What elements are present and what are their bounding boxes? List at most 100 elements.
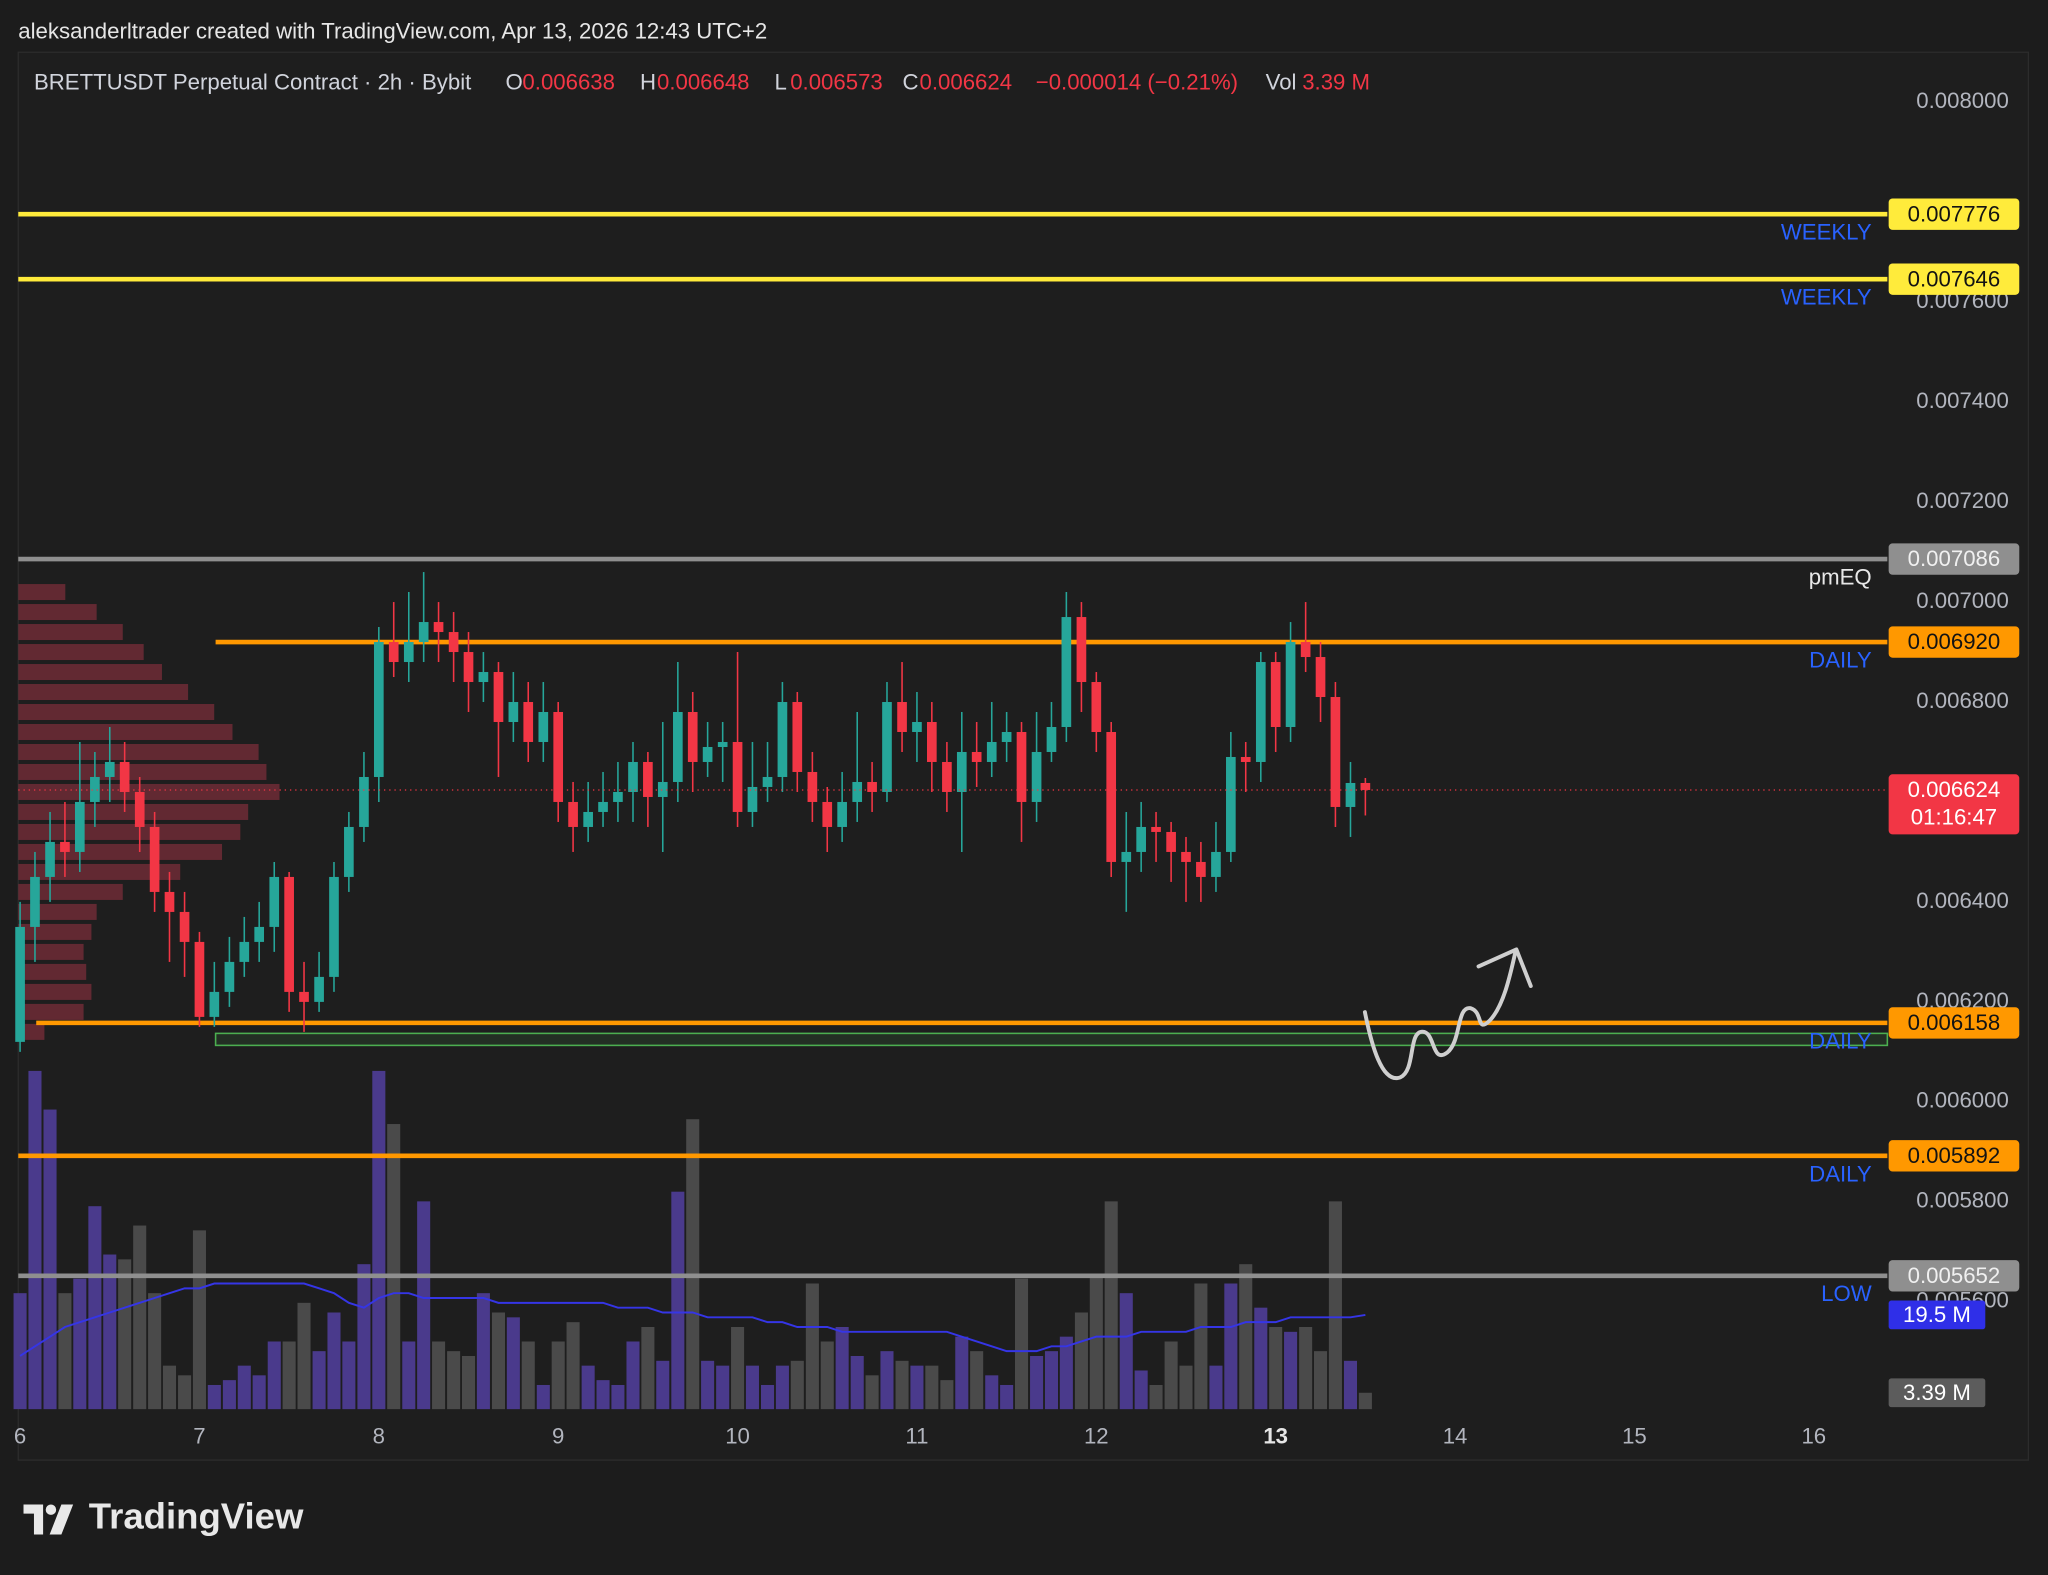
level-price-label: 0.006158 xyxy=(1908,1010,2001,1035)
candle-body xyxy=(1270,662,1281,727)
volume-bar xyxy=(447,1351,461,1410)
volume-profile-bar xyxy=(18,584,66,601)
volume-bar xyxy=(491,1312,505,1410)
candle-body xyxy=(254,926,265,942)
candle-body xyxy=(194,941,205,1017)
plot: WEEKLY WEEKLY pmEQ DAILY DAILY DAILY LOW 0.0080… xyxy=(13,88,2020,1449)
x-tick-label: 9 xyxy=(552,1424,564,1449)
candle-body xyxy=(209,991,220,1017)
volume-bar xyxy=(252,1375,266,1410)
candle-body xyxy=(897,702,907,732)
candle-body xyxy=(1226,756,1236,852)
volume-bar xyxy=(342,1341,356,1410)
volume-bar xyxy=(1044,1351,1059,1410)
volume-bar xyxy=(192,1230,206,1410)
volume-last-label: 3.39 M xyxy=(1903,1380,1971,1405)
candle-body xyxy=(239,941,250,962)
volume-profile-bar xyxy=(18,723,233,740)
volume-bar xyxy=(222,1380,236,1410)
candle-body xyxy=(553,712,564,802)
volume-profile-bar xyxy=(18,704,215,721)
legend-key: O xyxy=(505,69,522,94)
x-tick-label: 10 xyxy=(725,1424,750,1449)
candle-body xyxy=(284,876,294,992)
candle-body xyxy=(508,702,519,722)
legend-key: Vol xyxy=(1266,69,1297,94)
volume-profile-bar xyxy=(18,923,92,940)
candle-body xyxy=(1091,682,1102,732)
candle-body xyxy=(224,961,235,992)
candle-body xyxy=(314,976,324,1002)
candle-body xyxy=(1285,642,1296,727)
candle-body xyxy=(1240,756,1251,762)
volume-bar xyxy=(432,1341,446,1410)
volume-bar xyxy=(1014,1278,1029,1410)
volume-profile-bar xyxy=(18,763,267,780)
candle-body xyxy=(90,776,100,802)
candle-body xyxy=(104,761,115,777)
level-price-label: 0.005892 xyxy=(1908,1143,2001,1168)
level-price-label: 0.006920 xyxy=(1908,629,2001,654)
y-tick-label: 0.008000 xyxy=(1916,88,2009,113)
volume-bar xyxy=(506,1317,520,1410)
candle-body xyxy=(1031,751,1042,802)
volume-bar xyxy=(162,1365,177,1410)
candle-body xyxy=(657,781,668,797)
volume-bar xyxy=(297,1302,311,1410)
volume-bar xyxy=(955,1336,969,1410)
candle-body xyxy=(643,761,653,797)
candle-body xyxy=(792,702,803,772)
candle-body xyxy=(373,642,384,777)
volume-bar xyxy=(895,1360,909,1410)
volume-bar xyxy=(985,1375,999,1410)
volume-bar xyxy=(1209,1365,1223,1410)
candle-body xyxy=(747,786,758,812)
volume-bar xyxy=(267,1341,281,1410)
logo xyxy=(23,1504,74,1535)
candle-body xyxy=(448,632,459,653)
candle-body xyxy=(926,721,937,762)
candle-body xyxy=(344,826,354,877)
y-tick-label: 0.006400 xyxy=(1916,888,2009,913)
level-name: DAILY xyxy=(1809,1161,1872,1186)
annotation-arrow xyxy=(1362,947,1533,1081)
level-name: DAILY xyxy=(1809,1028,1872,1053)
candle-body xyxy=(1136,826,1146,852)
volume-ma-box xyxy=(1888,1300,1986,1330)
volume-bar xyxy=(686,1119,700,1410)
volume-bar xyxy=(13,1293,27,1410)
volume-profile-bar xyxy=(18,684,189,701)
volume-bar xyxy=(790,1360,804,1410)
volume-bar xyxy=(536,1384,550,1410)
volume-bar xyxy=(521,1341,535,1410)
volume-bar xyxy=(1089,1273,1103,1410)
volume-bar xyxy=(701,1360,715,1410)
volume-bar xyxy=(476,1293,490,1410)
candle-body xyxy=(1181,851,1191,862)
candle-body xyxy=(403,642,414,663)
candle-body xyxy=(837,801,847,827)
volume-bar xyxy=(1149,1384,1163,1410)
volume-profile-bar xyxy=(18,743,259,760)
volume-bar xyxy=(28,1070,42,1410)
volume-profile-bar xyxy=(18,963,87,980)
candle-body xyxy=(1315,657,1326,698)
candle-body xyxy=(717,741,728,747)
volume-bar xyxy=(835,1326,849,1410)
x-tick-label: 8 xyxy=(373,1424,385,1449)
volume-bar xyxy=(1059,1336,1073,1410)
annotation-head xyxy=(1476,947,1533,988)
candle-body xyxy=(463,652,474,683)
credit: aleksanderltrader created with TradingVi… xyxy=(18,19,767,44)
level-price-label: 0.007086 xyxy=(1908,546,2001,571)
candle-body xyxy=(942,761,952,792)
logo-slash xyxy=(49,1504,74,1535)
last-price-box xyxy=(1888,774,2020,835)
candle-body xyxy=(867,781,877,792)
volume-bar xyxy=(641,1326,655,1410)
volume-bar xyxy=(178,1375,192,1410)
candle-body xyxy=(673,712,683,782)
volume-bar xyxy=(357,1264,371,1410)
candle-body xyxy=(598,801,608,812)
volume-bar xyxy=(671,1191,685,1410)
